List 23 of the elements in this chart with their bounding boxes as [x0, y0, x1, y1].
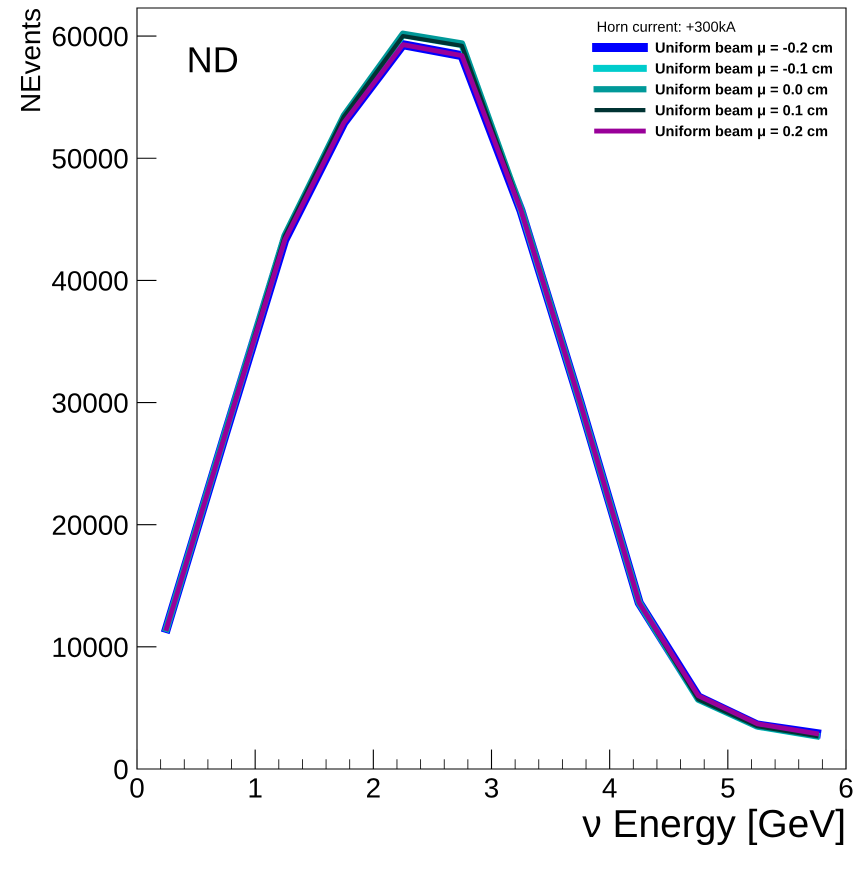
y-tick-label: 30000	[52, 393, 128, 413]
legend-title: Horn current: +300kA	[598, 21, 736, 32]
x-tick-label: 1	[250, 778, 262, 798]
x-tick-label: 0	[130, 778, 144, 798]
legend-label: Uniform beam μ = 0.0 cm	[656, 84, 828, 98]
legend-label: Uniform beam μ = -0.1 cm	[656, 62, 832, 76]
annotation: ND	[190, 47, 238, 72]
y-tick-label: 0	[114, 760, 128, 780]
x-tick-label: 3	[484, 778, 498, 798]
y-tick-label: 50000	[52, 148, 128, 169]
legend-label: Uniform beam μ = 0.1 cm	[656, 104, 828, 118]
y-tick-label: 40000	[52, 271, 128, 291]
x-tick-label: 6	[840, 778, 853, 798]
legend-label: Uniform beam μ = -0.2 cm	[656, 42, 832, 56]
x-axis-title: ν Energy [GeV]	[582, 808, 844, 846]
y-tick-label: 60000	[52, 26, 128, 46]
x-tick-label: 4	[602, 778, 617, 798]
x-tick-label: 2	[367, 778, 380, 798]
x-tick-label: 5	[721, 778, 734, 798]
y-tick-label: 20000	[52, 515, 128, 536]
y-tick-label: 10000	[54, 638, 128, 658]
y-axis-title: NEvents	[21, 9, 40, 111]
legend-label: Uniform beam μ = 0.2 cm	[656, 126, 828, 140]
